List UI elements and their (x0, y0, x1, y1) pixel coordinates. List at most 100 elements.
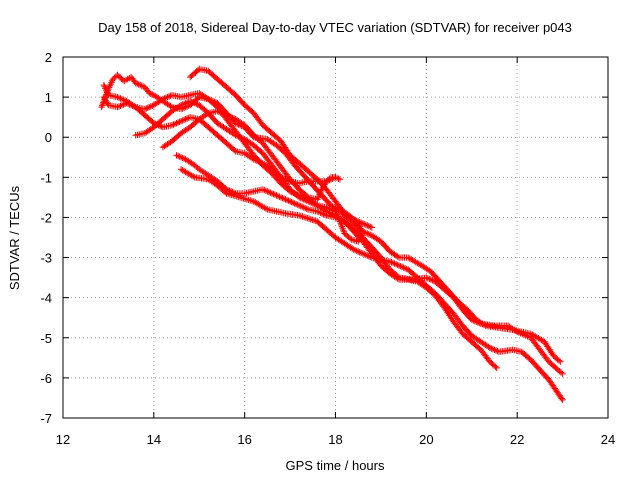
data-point (253, 157, 260, 164)
x-tick-label: 24 (601, 432, 615, 447)
data-point (285, 197, 292, 204)
data-point (326, 176, 333, 184)
data-point (286, 198, 294, 205)
data-point (179, 154, 186, 162)
data-point (100, 81, 108, 89)
data-point (264, 188, 271, 195)
data-point (191, 162, 198, 169)
data-point (559, 370, 566, 378)
y-tick-label: 0 (45, 130, 52, 145)
data-point (215, 108, 223, 115)
data-point (270, 190, 277, 198)
data-point (302, 204, 309, 212)
data-point (276, 193, 283, 200)
data-point (353, 247, 360, 255)
data-point (255, 158, 262, 165)
data-point (182, 99, 189, 107)
data-point (330, 174, 338, 182)
data-point (355, 248, 362, 255)
data-point (177, 118, 185, 125)
data-point (224, 186, 232, 194)
data-point (183, 115, 191, 122)
data-point (358, 219, 365, 226)
data-point (240, 135, 247, 142)
data-point (226, 113, 233, 120)
data-point (300, 196, 307, 203)
data-point (321, 211, 329, 218)
data-point (115, 103, 123, 110)
data-point (309, 200, 316, 207)
x-tick-label: 14 (147, 432, 161, 447)
data-point (364, 222, 371, 229)
data-point (273, 192, 280, 199)
data-point (193, 100, 200, 107)
data-point (177, 101, 185, 109)
data-point (144, 104, 151, 111)
data-point (302, 214, 309, 221)
data-point (227, 114, 235, 121)
data-point (353, 217, 360, 224)
data-point (493, 364, 500, 372)
data-point (277, 194, 285, 201)
data-point (282, 176, 289, 183)
data-point (231, 146, 238, 154)
data-point (492, 347, 500, 354)
series-track-g (187, 65, 375, 231)
y-tick-label: -7 (40, 411, 52, 426)
data-point (156, 122, 164, 130)
data-point (324, 177, 332, 184)
data-point (117, 95, 124, 102)
data-point (394, 253, 401, 260)
data-point (294, 201, 301, 208)
data-point (274, 192, 282, 200)
data-point (299, 213, 306, 220)
data-point (259, 186, 266, 193)
data-point (120, 96, 127, 103)
x-tick-label: 22 (510, 432, 524, 447)
data-point (191, 99, 198, 107)
y-axis-label: SDTVAR / TECUs (7, 185, 22, 290)
data-point (323, 204, 330, 211)
data-point (203, 111, 210, 118)
data-point (283, 176, 291, 184)
data-point (134, 80, 141, 87)
y-tick-label: -6 (40, 371, 52, 386)
data-point (329, 206, 336, 214)
data-point (179, 117, 186, 124)
data-point (468, 316, 475, 323)
series-track-h (100, 81, 339, 187)
y-tick-label: 2 (45, 50, 52, 65)
data-point (388, 259, 395, 266)
data-point (336, 176, 344, 183)
data-point (285, 177, 292, 184)
data-point (473, 318, 480, 325)
data-point (303, 205, 310, 212)
data-point (152, 120, 159, 128)
data-point (153, 121, 161, 128)
data-point (279, 174, 286, 182)
data-point (232, 132, 239, 139)
data-point (155, 122, 162, 129)
data-point (168, 122, 176, 129)
data-point (261, 186, 268, 194)
data-point (147, 103, 154, 110)
data-point (365, 222, 372, 230)
data-point (312, 217, 319, 225)
data-point (188, 98, 195, 105)
y-tick-label: -4 (40, 291, 52, 306)
data-point (174, 119, 182, 126)
data-point (427, 276, 435, 283)
data-point (362, 229, 369, 236)
data-point (395, 262, 403, 269)
series-track-c (177, 166, 566, 404)
data-point (173, 152, 180, 159)
data-point (277, 174, 285, 181)
data-point (146, 103, 153, 111)
data-point (190, 173, 197, 180)
data-point (214, 107, 221, 115)
data-point (121, 97, 129, 104)
data-point (109, 75, 117, 83)
data-point (355, 218, 362, 225)
data-point (394, 275, 401, 282)
